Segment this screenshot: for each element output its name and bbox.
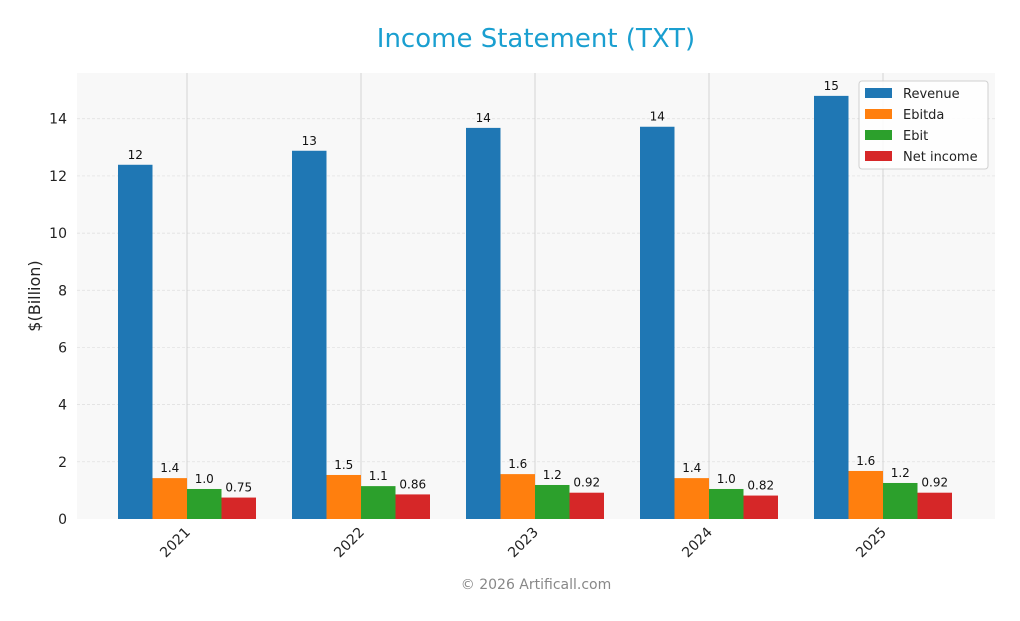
bar-revenue [118, 164, 153, 519]
y-tick-label: 14 [49, 112, 67, 128]
legend-label: Ebit [903, 129, 928, 144]
bar-ebitda [152, 478, 187, 519]
y-tick-label: 0 [58, 512, 67, 528]
bar-net-income [395, 494, 430, 519]
bar-ebit [709, 488, 744, 519]
y-tick-label: 10 [49, 226, 67, 242]
legend: Revenue Ebitda Ebit Net income [858, 80, 989, 170]
bar-ebit [361, 486, 396, 519]
legend-label: Revenue [903, 87, 960, 102]
bar-ebitda [500, 474, 535, 519]
data-label: 14 [476, 111, 491, 125]
legend-box [858, 80, 989, 170]
x-tick-label: 2021 [157, 525, 194, 562]
footer-credit: © 2026 Artificall.com [461, 577, 611, 593]
legend-swatch [865, 109, 892, 119]
data-label: 15 [824, 79, 839, 93]
data-label: 1.6 [508, 457, 527, 471]
y-tick-label: 4 [58, 398, 67, 414]
x-tick-label: 2024 [679, 524, 716, 561]
y-tick-label: 2 [58, 455, 67, 471]
data-label: 12 [128, 148, 143, 162]
data-label: 1.2 [543, 468, 562, 482]
data-label: 1.1 [369, 469, 388, 483]
data-label: 1.4 [160, 461, 179, 475]
data-label: 1.0 [717, 472, 736, 486]
bar-revenue [814, 95, 849, 519]
y-tick-label: 8 [58, 283, 67, 299]
x-tick-label: 2022 [331, 525, 368, 562]
x-tick-label: 2023 [505, 525, 542, 562]
bar-ebitda [848, 470, 883, 519]
data-label: 1.5 [334, 458, 353, 472]
bar-ebitda [326, 474, 361, 519]
y-axis-label: $(Billion) [25, 260, 44, 331]
data-label: 1.2 [891, 466, 910, 480]
legend-swatch [865, 151, 892, 161]
x-tick-label: 2025 [853, 525, 890, 562]
bar-net-income [221, 497, 256, 519]
bar-net-income [569, 492, 604, 519]
y-tick-label: 6 [58, 340, 67, 356]
legend-swatch [865, 130, 892, 140]
data-label: 0.92 [573, 476, 600, 490]
bar-ebit [883, 482, 918, 519]
legend-swatch [865, 88, 892, 98]
bar-revenue [640, 126, 675, 519]
data-label: 0.86 [399, 477, 426, 491]
bar-revenue [466, 127, 501, 520]
chart-title: Income Statement (TXT) [377, 24, 695, 54]
bar-net-income [917, 492, 952, 519]
data-label: 1.6 [856, 454, 875, 468]
data-label: 1.0 [195, 472, 214, 486]
data-label: 0.92 [921, 476, 948, 490]
bar-ebit [535, 484, 570, 519]
data-label: 0.82 [747, 479, 774, 493]
plot-area [77, 73, 995, 519]
data-label: 13 [302, 134, 317, 148]
bar-ebit [187, 488, 222, 519]
legend-label: Ebitda [903, 108, 944, 123]
legend-label: Net income [903, 150, 978, 165]
data-label: 1.4 [682, 461, 701, 475]
bar-net-income [743, 495, 778, 519]
bar-ebitda [674, 478, 709, 519]
bar-revenue [292, 150, 327, 519]
y-tick-label: 12 [49, 169, 67, 185]
data-label: 0.75 [225, 481, 252, 495]
data-label: 14 [650, 110, 665, 124]
